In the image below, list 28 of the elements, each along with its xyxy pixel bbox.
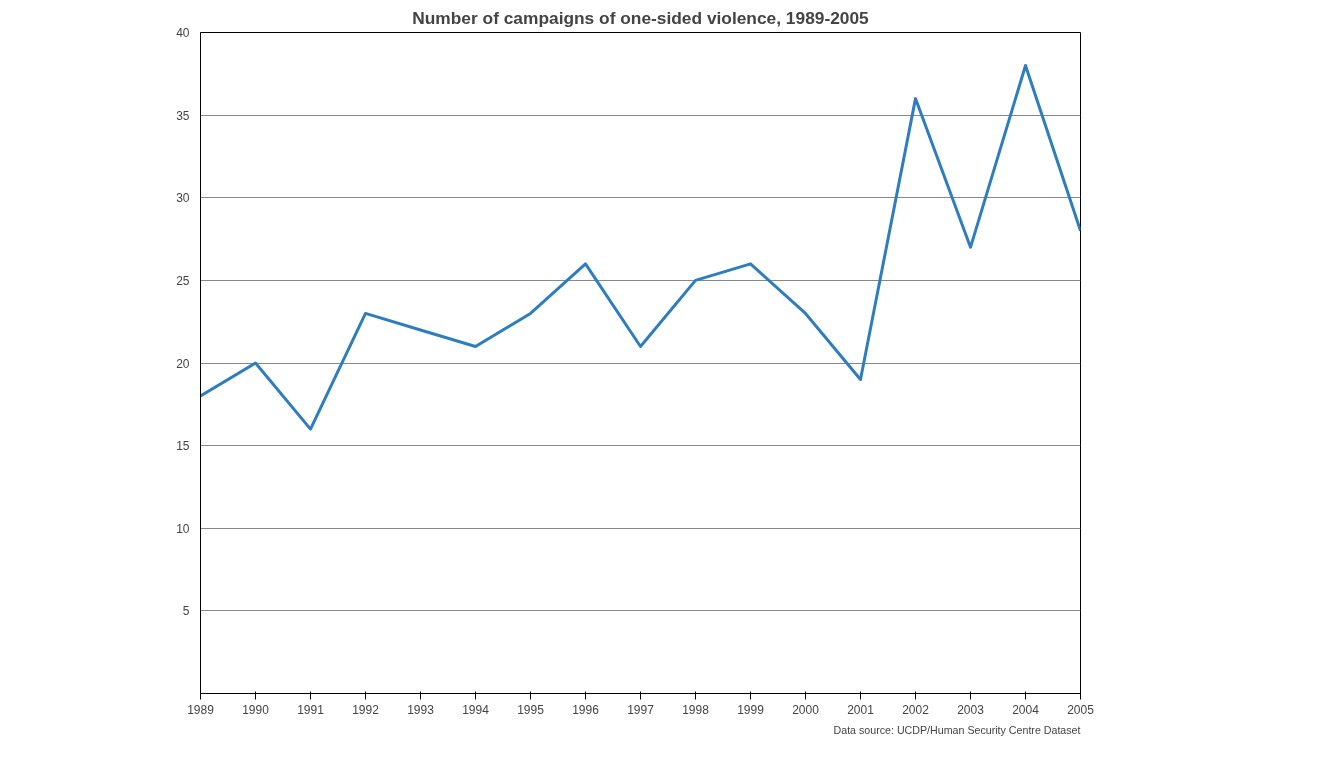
y-tick-label: 35: [176, 108, 190, 123]
line-series: [200, 64, 1081, 431]
x-tick-label: 2001: [847, 702, 875, 717]
x-tick-label: 1990: [242, 702, 270, 717]
x-tick-label: 2002: [902, 702, 930, 717]
x-tick-label: 1994: [462, 702, 490, 717]
x-tick-label: 2000: [792, 702, 820, 717]
y-tick-label: 20: [176, 356, 190, 371]
y-tick-label: 25: [176, 273, 190, 288]
x-tick-label: 1995: [517, 702, 545, 717]
y-tick-label: 15: [176, 439, 190, 454]
x-tick-label: 2004: [1012, 702, 1040, 717]
x-tick-label: 1992: [352, 702, 380, 717]
x-tick-label: 2005: [1067, 702, 1095, 717]
y-tick-label: 30: [176, 191, 190, 206]
y-tick-label: 40: [176, 26, 190, 40]
x-tick-label: 1993: [407, 702, 435, 717]
x-tick-label: 1991: [297, 702, 325, 717]
y-tick-label: 10: [176, 521, 190, 536]
x-tick-label: 2003: [957, 702, 985, 717]
x-tick-label: 1999: [737, 702, 765, 717]
x-tick-label: 1998: [682, 702, 710, 717]
chart-title: Number of campaigns of one-sided violence, 1989-2005: [412, 7, 870, 28]
x-tick-label: 1996: [572, 702, 600, 717]
y-tick-label: 5: [182, 604, 190, 619]
x-tick-label: 1989: [187, 702, 215, 717]
x-tick-label: 1997: [627, 702, 655, 717]
source-note: Data source: UCDP/Human Security Centre Dataset: [833, 723, 1081, 736]
